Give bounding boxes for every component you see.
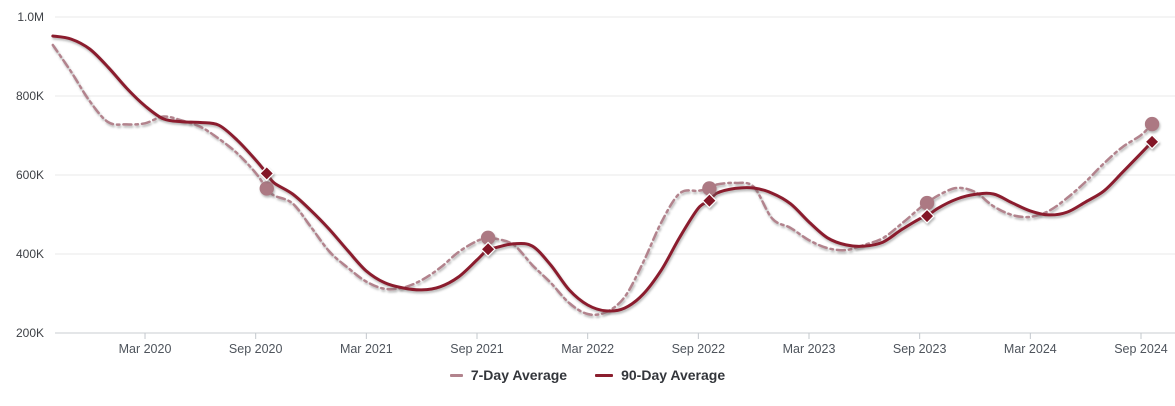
chart-legend: 7-Day Average 90-Day Average bbox=[0, 367, 1175, 383]
solid-line-swatch-icon bbox=[595, 373, 614, 377]
y-axis-tick-label: 1.0M bbox=[17, 10, 44, 24]
legend-item-90-day-average[interactable]: 90-Day Average bbox=[595, 367, 725, 383]
x-axis-tick-label: Mar 2023 bbox=[783, 342, 836, 356]
x-axis-tick-label: Mar 2020 bbox=[119, 342, 172, 356]
data-point-marker-circle[interactable] bbox=[1144, 116, 1160, 132]
data-point-marker-diamond[interactable] bbox=[919, 208, 935, 224]
x-axis-tick-label: Mar 2021 bbox=[340, 342, 393, 356]
y-axis-tick-label: 800K bbox=[16, 89, 44, 103]
data-point-marker-circle[interactable] bbox=[480, 230, 496, 246]
data-point-marker-diamond[interactable] bbox=[259, 165, 275, 182]
x-axis-tick-label: Sep 2020 bbox=[229, 342, 283, 356]
series-line-90-day-average bbox=[51, 34, 1154, 313]
data-point-marker-diamond[interactable] bbox=[1144, 134, 1160, 150]
y-axis-tick-label: 400K bbox=[16, 247, 44, 261]
legend-label: 7-Day Average bbox=[470, 367, 568, 383]
x-axis-tick-label: Sep 2024 bbox=[1114, 342, 1168, 356]
series-line-7-day-average bbox=[51, 43, 1154, 317]
x-axis-tick-label: Sep 2023 bbox=[893, 342, 947, 356]
x-axis-tick-label: Sep 2022 bbox=[672, 342, 726, 356]
legend-label: 90-Day Average bbox=[621, 367, 726, 383]
dashed-line-swatch-icon bbox=[449, 373, 463, 377]
chart-canvas: 1.0M 800K 600K 400K 200K Mar 2020 Sep 2020 Mar … bbox=[16, 10, 1175, 356]
x-axis-tick-label: Sep 2021 bbox=[450, 342, 504, 356]
x-axis-tick-label: Mar 2022 bbox=[561, 342, 614, 356]
y-axis-tick-label: 600K bbox=[16, 168, 44, 182]
x-axis-tick-label: Mar 2024 bbox=[1004, 342, 1057, 356]
data-point-marker-diamond[interactable] bbox=[701, 193, 718, 209]
y-axis-tick-label: 200K bbox=[16, 326, 44, 340]
data-point-marker-circle[interactable] bbox=[919, 195, 935, 211]
data-point-marker-circle[interactable] bbox=[702, 181, 717, 196]
data-point-marker-circle[interactable] bbox=[259, 181, 274, 196]
data-point-marker-diamond[interactable] bbox=[480, 241, 496, 257]
legend-item-7-day-average[interactable]: 7-Day Average bbox=[449, 367, 568, 383]
